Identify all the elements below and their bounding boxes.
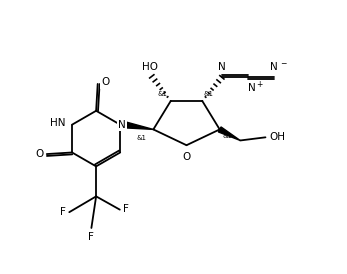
Polygon shape xyxy=(218,127,240,141)
Text: HN: HN xyxy=(50,118,65,128)
Text: &1: &1 xyxy=(158,91,168,97)
Text: &1: &1 xyxy=(222,133,232,139)
Text: O: O xyxy=(183,152,191,162)
Text: +: + xyxy=(257,81,263,90)
Text: −: − xyxy=(281,59,287,68)
Text: F: F xyxy=(123,204,129,214)
Text: F: F xyxy=(88,232,94,242)
Text: N: N xyxy=(218,62,226,72)
Text: &1: &1 xyxy=(136,135,146,141)
Polygon shape xyxy=(124,122,153,129)
Text: O: O xyxy=(35,149,44,159)
Text: OH: OH xyxy=(269,132,285,142)
Text: N: N xyxy=(118,120,126,130)
Text: HO: HO xyxy=(142,62,158,72)
Text: O: O xyxy=(101,77,110,87)
Text: N: N xyxy=(248,83,256,93)
Text: N: N xyxy=(270,62,278,72)
Text: F: F xyxy=(60,207,66,217)
Text: &1: &1 xyxy=(204,91,214,97)
